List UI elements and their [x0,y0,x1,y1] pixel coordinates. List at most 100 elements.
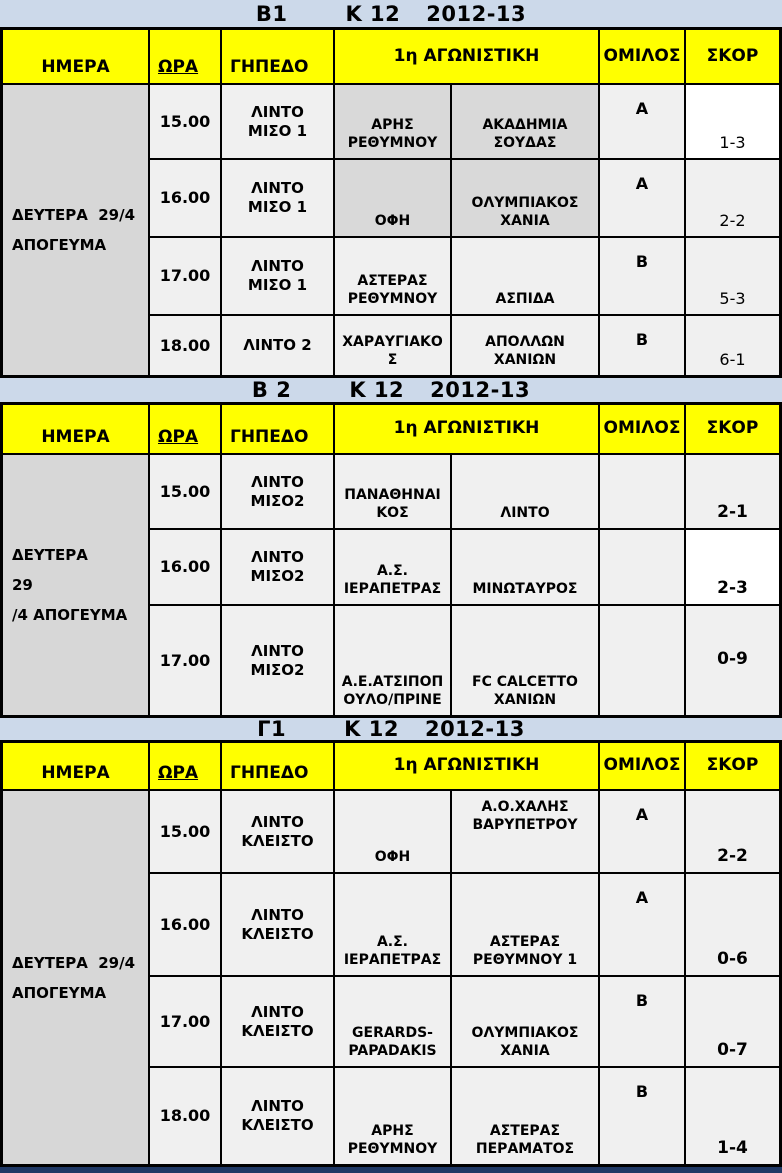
column-header-time: ΩΡΑ [150,743,220,789]
score-cell: 1-3 [686,85,779,158]
score-cell: 0-6 [686,874,779,975]
time-cell: 16.00 [150,874,220,975]
day-line-1: ΔΕΥΤΕΡΑ 29 [12,546,125,594]
away-team-cell: ΑΚΑΔΗΜΙΑ ΣΟΥΔΑΣ [452,85,598,158]
time-cell: 17.00 [150,238,220,314]
group-cell: Α [600,160,684,236]
venue-cell: ΛΙΝΤΟ ΜΙΣΟ 1 [222,85,333,158]
score-cell: 0-7 [686,977,779,1066]
home-team-cell: ΠΑΝΑΘΗΝΑΙΚΟΣ [335,455,450,528]
column-header-venue: ΓΗΠΕΔΟ [222,405,333,453]
column-header-group: ΟΜΙΛΟΣ [600,405,684,453]
home-team-cell: GERARDS-PAPADAKIS [335,977,450,1066]
column-header-group: ΟΜΙΛΟΣ [600,743,684,789]
score-cell: 0-9 [686,606,779,715]
venue-cell: ΛΙΝΤΟ ΚΛΕΙΣΤΟ [222,874,333,975]
venue-cell: ΛΙΝΤΟ 2 [222,316,333,375]
away-team-cell: ΟΛΥΜΠΙΑΚΟΣ ΧΑΝΙΑ [452,977,598,1066]
day-cell: ΔΕΥΤΕΡΑ 29/4 ΑΠΟΓΕΥΜΑ [3,791,148,1164]
away-team-cell: ΛΙΝΤΟ [452,455,598,528]
group-cell: Β [600,1068,684,1164]
venue-cell: ΛΙΝΤΟ ΚΛΕΙΣΤΟ [222,977,333,1066]
column-header-time: ΩΡΑ [150,30,220,83]
title-season: 2012-13 [430,378,531,402]
home-team-cell: ΧΑΡΑΥΓΙΑΚΟΣ [335,316,450,375]
venue-cell: ΛΙΝΤΟ ΜΙΣΟ 1 [222,238,333,314]
column-header-score: ΣΚΟΡ [686,405,779,453]
group-cell [600,455,684,528]
score-cell: 2-2 [686,791,779,872]
group-cell [600,530,684,604]
group-cell: Β [600,316,684,375]
schedule-table: ΗΜΕΡΑ ΩΡΑ ΓΗΠΕΔΟ 1η ΑΓΩΝΙΣΤΙΚΗ ΟΜΙΛΟΣ ΣΚΟΡ ΔΕΥ… [0,30,782,375]
home-team-cell: ΑΡΗΣ ΡΕΘΥΜΝΟΥ [335,1068,450,1164]
column-header-venue: ΓΗΠΕΔΟ [222,30,333,83]
score-cell: 2-2 [686,160,779,236]
day-cell: ΔΕΥΤΕΡΑ 29/4 ΑΠΟΓΕΥΜΑ [3,455,148,715]
time-cell: 15.00 [150,85,220,158]
group-cell: Α [600,85,684,158]
title-division: Γ1 [257,717,287,741]
away-team-cell: ΑΠΟΛΛΩΝ ΧΑΝΙΩΝ [452,316,598,375]
venue-cell: ΛΙΝΤΟ ΚΛΕΙΣΤΟ [222,791,333,872]
section-title-band: Γ1 K 12 2012-13 [0,715,782,743]
section-title-band: B1 K 12 2012-13 [0,0,782,30]
time-cell: 18.00 [150,1068,220,1164]
title-season: 2012-13 [426,1,527,26]
group-cell: Β [600,238,684,314]
column-header-matchday: 1η ΑΓΩΝΙΣΤΙΚΗ [335,743,598,789]
day-line-2: /4 ΑΠΟΓΕΥΜΑ [12,606,128,624]
column-header-score: ΣΚΟΡ [686,30,779,83]
home-team-cell: ΑΣΤΕΡΑΣ ΡΕΘΥΜΝΟΥ [335,238,450,314]
score-cell: 2-1 [686,455,779,528]
title-category: K 12 [349,378,405,402]
venue-cell: ΛΙΝΤΟ ΜΙΣΟ 1 [222,160,333,236]
away-team-cell: ΑΣΠΙΔΑ [452,238,598,314]
away-team-cell: ΟΛΥΜΠΙΑΚΟΣ ΧΑΝΙΑ [452,160,598,236]
group-cell [600,606,684,715]
away-team-cell: Α.Ο.ΧΑΛΗΣ ΒΑΡΥΠΕΤΡΟΥ [452,791,598,872]
column-header-day: ΗΜΕΡΑ [3,743,148,789]
column-header-day: ΗΜΕΡΑ [3,30,148,83]
day-text: ΔΕΥΤΕΡΑ 29/4 ΑΠΟΓΕΥΜΑ [12,948,135,1008]
away-team-cell: ΑΣΤΕΡΑΣ ΠΕΡΑΜΑΤΟΣ [452,1068,598,1164]
footer-strip [0,1164,782,1173]
venue-cell: ΛΙΝΤΟ ΜΙΣΟ2 [222,530,333,604]
time-cell: 15.00 [150,791,220,872]
venue-cell: ΛΙΝΤΟ ΜΙΣΟ2 [222,606,333,715]
group-cell: Α [600,874,684,975]
home-team-cell: Α.Σ. ΙΕΡΑΠΕΤΡΑΣ [335,874,450,975]
group-cell: Β [600,977,684,1066]
score-cell: 5-3 [686,238,779,314]
column-header-venue: ΓΗΠΕΔΟ [222,743,333,789]
schedule-table: ΗΜΕΡΑ ΩΡΑ ΓΗΠΕΔΟ 1η ΑΓΩΝΙΣΤΙΚΗ ΟΜΙΛΟΣ ΣΚΟΡ ΔΕΥ… [0,743,782,1164]
home-team-cell: Α.Σ. ΙΕΡΑΠΕΤΡΑΣ [335,530,450,604]
column-header-matchday: 1η ΑΓΩΝΙΣΤΙΚΗ [335,405,598,453]
away-team-cell: ΜΙΝΩΤΑΥΡΟΣ [452,530,598,604]
title-season: 2012-13 [424,717,525,741]
away-team-cell: ΑΣΤΕΡΑΣ ΡΕΘΥΜΝΟΥ 1 [452,874,598,975]
schedule-table: ΗΜΕΡΑ ΩΡΑ ΓΗΠΕΔΟ 1η ΑΓΩΝΙΣΤΙΚΗ ΟΜΙΛΟΣ ΣΚΟΡ ΔΕΥ… [0,405,782,715]
day-line-1: ΔΕΥΤΕΡΑ 29/4 [12,206,136,224]
column-header-score: ΣΚΟΡ [686,743,779,789]
day-text: ΔΕΥΤΕΡΑ 29/4 ΑΠΟΓΕΥΜΑ [12,540,144,630]
score-cell: 6-1 [686,316,779,375]
day-text: ΔΕΥΤΕΡΑ 29/4 ΑΠΟΓΕΥΜΑ [12,200,135,260]
time-cell: 17.00 [150,606,220,715]
home-team-cell: ΟΦΗ [335,791,450,872]
column-header-day: ΗΜΕΡΑ [3,405,148,453]
home-team-cell: ΑΡΗΣ ΡΕΘΥΜΝΟΥ [335,85,450,158]
home-team-cell: Α.Ε.ΑΤΣΙΠΟΠΟΥΛΟ/ΠΡΙΝΕ [335,606,450,715]
time-cell: 17.00 [150,977,220,1066]
time-cell: 16.00 [150,530,220,604]
home-team-cell: ΟΦΗ [335,160,450,236]
venue-cell: ΛΙΝΤΟ ΜΙΣΟ2 [222,455,333,528]
title-category: K 12 [344,717,399,741]
day-line-2: ΑΠΟΓΕΥΜΑ [12,236,107,254]
venue-cell: ΛΙΝΤΟ ΚΛΕΙΣΤΟ [222,1068,333,1164]
title-division: B1 [255,1,288,26]
time-cell: 18.00 [150,316,220,375]
group-cell: Α [600,791,684,872]
time-cell: 15.00 [150,455,220,528]
